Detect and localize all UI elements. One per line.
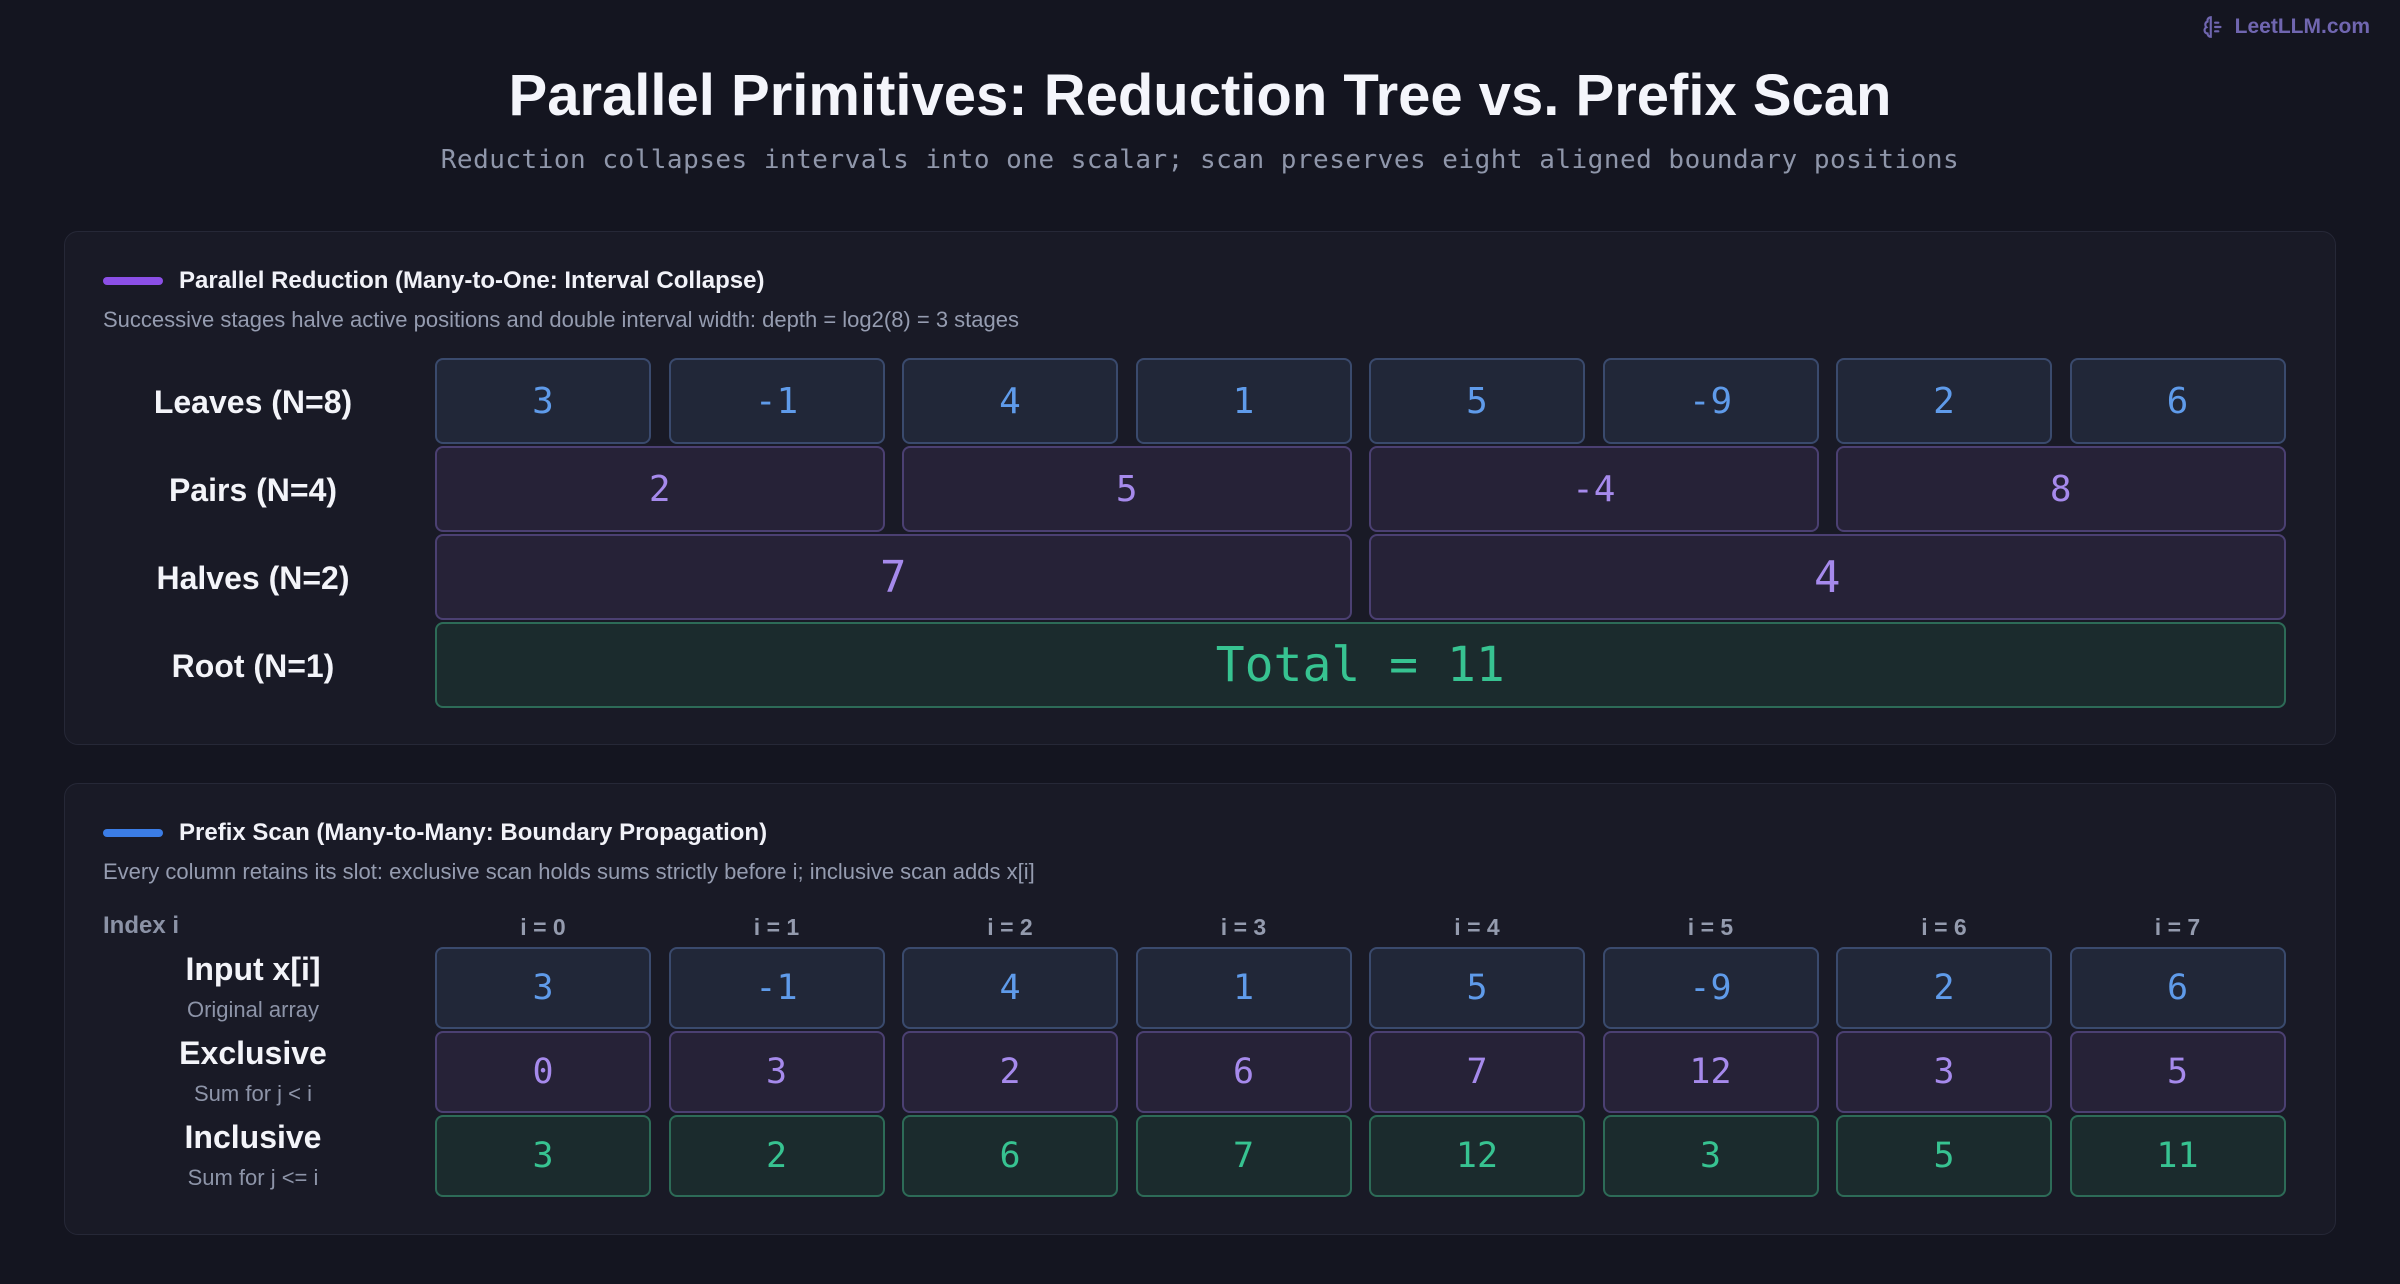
brain-icon: [2203, 16, 2222, 38]
inclusive-cell: 6: [902, 1115, 1118, 1197]
reduction-row-label: Pairs (N=4): [168, 472, 338, 508]
reduction-accent-bar: [103, 277, 163, 285]
exclusive-cell: 2: [902, 1031, 1118, 1113]
input-cell: -9: [1602, 947, 1819, 1029]
brand-logo[interactable]: LeetLLM.com: [2201, 14, 2370, 40]
reduction-title: Parallel Reduction (Many-to-One: Interva…: [179, 267, 765, 294]
page-title: Parallel Primitives: Reduction Tree vs. …: [508, 63, 1892, 128]
scan-description: Every column retains its slot: exclusive…: [103, 859, 1035, 884]
leaf-cell: 6: [2069, 358, 2286, 444]
inclusive-cell: 2: [668, 1115, 885, 1197]
scan-panel: Prefix Scan (Many-to-Many: Boundary Prop…: [64, 783, 2336, 1235]
index-label: i = 1: [753, 914, 800, 940]
inclusive-cell: 7: [1135, 1115, 1352, 1197]
inclusive-cell: 12: [1369, 1115, 1585, 1197]
inclusive-cell: 11: [2069, 1115, 2286, 1197]
index-label: i = 4: [1454, 914, 1500, 940]
input-cell: 5: [1369, 947, 1585, 1029]
pair-cell: 2: [435, 446, 885, 532]
half-cell: 4: [1369, 534, 2286, 620]
exclusive-cell: 0: [435, 1031, 651, 1113]
index-label: i = 7: [2154, 914, 2201, 940]
page-subtitle: Reduction collapses intervals into one s…: [440, 145, 1960, 175]
input-cell: -1: [668, 947, 885, 1029]
index-label: i = 3: [1220, 914, 1267, 940]
scan-row-sublabel: Sum for j < i: [194, 1081, 312, 1106]
index-label: i = 5: [1687, 914, 1734, 940]
leaf-cell: 1: [1135, 358, 1352, 444]
exclusive-cell: 12: [1602, 1031, 1819, 1113]
exclusive-cell: 6: [1135, 1031, 1352, 1113]
half-cell: 7: [435, 534, 1352, 620]
scan-header: Prefix Scan (Many-to-Many: Boundary Prop…: [103, 819, 767, 847]
index-label: i = 2: [987, 914, 1033, 940]
inclusive-cell: 3: [435, 1115, 651, 1197]
exclusive-cell: 7: [1369, 1031, 1585, 1113]
leaf-cell: -1: [668, 358, 885, 444]
pair-cell: 8: [1836, 446, 2286, 532]
scan-row-sublabel: Original array: [186, 997, 320, 1022]
exclusive-cell: 3: [1836, 1031, 2052, 1113]
reduction-row-label: Root (N=1): [171, 648, 335, 684]
scan-title: Prefix Scan (Many-to-Many: Boundary Prop…: [179, 819, 768, 846]
reduction-description: Successive stages halve active positions…: [103, 307, 1019, 332]
leaf-cell: 3: [435, 358, 651, 444]
scan-row-label: Input x[i]: [185, 951, 321, 987]
input-cell: 2: [1836, 947, 2052, 1029]
exclusive-cell: 3: [668, 1031, 885, 1113]
index-label: i = 6: [1921, 914, 1967, 940]
input-cell: 4: [902, 947, 1118, 1029]
input-cell: 3: [435, 947, 651, 1029]
inclusive-cell: 5: [1836, 1115, 2052, 1197]
input-cell: 6: [2069, 947, 2286, 1029]
leaf-cell: 5: [1369, 358, 1585, 444]
reduction-panel: Parallel Reduction (Many-to-One: Interva…: [64, 231, 2336, 745]
scan-row-label: Exclusive: [179, 1035, 327, 1071]
inclusive-cell: 3: [1602, 1115, 1819, 1197]
reduction-row-label: Halves (N=2): [156, 560, 350, 596]
leaf-cell: 2: [1836, 358, 2052, 444]
brand-name: LeetLLM.com: [2234, 15, 2370, 38]
scan-row-label: Inclusive: [184, 1119, 322, 1155]
input-cell: 1: [1135, 947, 1352, 1029]
scan-row-sublabel: Sum for j <= i: [187, 1165, 319, 1190]
exclusive-cell: 5: [2069, 1031, 2286, 1113]
pair-cell: -4: [1369, 446, 1819, 532]
leaf-cell: 4: [902, 358, 1118, 444]
reduction-row-label: Leaves (N=8): [153, 384, 353, 420]
pair-cell: 5: [902, 446, 1352, 532]
scan-accent-bar: [103, 829, 163, 837]
index-header: Index i: [103, 912, 180, 939]
root-cell: Total = 11: [435, 622, 2286, 708]
index-label: i = 0: [520, 914, 566, 940]
leaf-cell: -9: [1602, 358, 1819, 444]
reduction-header: Parallel Reduction (Many-to-One: Interva…: [103, 267, 764, 295]
